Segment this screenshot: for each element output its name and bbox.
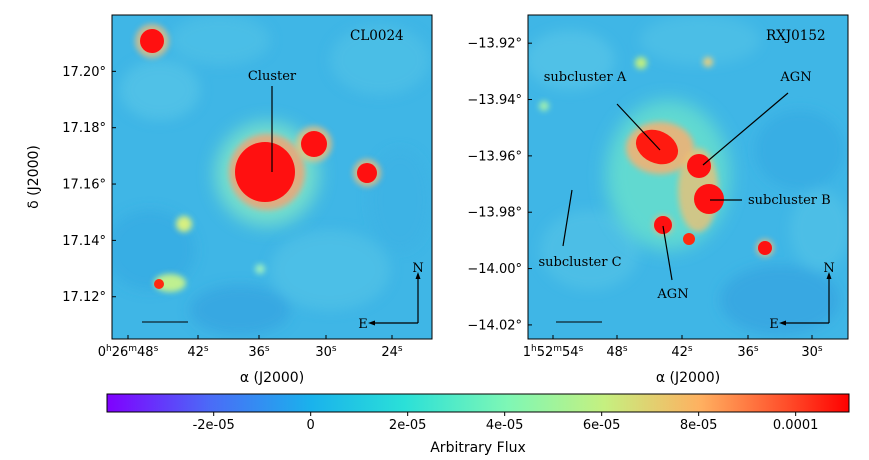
left-x-tick-label: 24s <box>381 344 403 360</box>
right-y-tick-label: −13.96° <box>467 149 522 164</box>
colorbar-tick-label: 6e-05 <box>583 418 621 433</box>
left-x-tick-label: 36s <box>248 344 270 360</box>
cluster-label: Cluster <box>248 69 297 84</box>
left-panel-title: CL0024 <box>350 28 404 44</box>
left-background-noise <box>112 15 430 335</box>
right-x-tick-label: 36s <box>737 344 759 360</box>
right-panel-title: RXJ0152 <box>766 28 826 44</box>
agn-top-label: AGN <box>779 70 811 85</box>
left-compass-north: N <box>412 261 423 276</box>
right-compass-east: E <box>769 317 779 332</box>
colorbar-ticks: -2e-05 0 2e-05 4e-05 6e-05 8e-05 0.0001 <box>193 412 819 433</box>
left-y-axis: 17.20° 17.18° 17.16° 17.14° 17.12° <box>62 65 116 305</box>
right-y-tick-label: −13.98° <box>467 206 522 221</box>
colorbar-tick-label: 4e-05 <box>486 418 524 433</box>
right-compass: N E <box>769 261 834 332</box>
colorbar-gradient <box>107 394 849 412</box>
agn-bottom-pointer <box>662 225 673 281</box>
right-sources <box>539 57 774 257</box>
left-y-axis-label: δ (J2000) <box>26 145 42 209</box>
left-sources <box>135 24 381 292</box>
subcluster-c-label: subcluster C <box>538 255 621 270</box>
subcluster-c-pointer <box>562 189 573 247</box>
right-x-axis: 1h52m54s 48s 42s 36s 30s <box>523 335 823 360</box>
left-y-tick-label: 17.20° <box>62 65 106 80</box>
colorbar: -2e-05 0 2e-05 4e-05 6e-05 8e-05 0.0001 Arbitr… <box>106 393 850 456</box>
left-x-tick-label: 30s <box>315 344 337 360</box>
colorbar-frame <box>106 393 850 413</box>
left-compass: N E <box>358 261 423 332</box>
subcluster-a-label: subcluster A <box>544 70 627 85</box>
left-y-tick-label: 17.16° <box>62 178 106 193</box>
colorbar-tick-label: 0 <box>307 418 315 433</box>
agn-top-pointer <box>702 92 789 166</box>
right-panel: RXJ0152 subcluster A AGN subcluster B su… <box>467 14 849 386</box>
subcluster-b-label: subcluster B <box>748 193 831 208</box>
left-y-tick-label: 17.14° <box>62 234 106 249</box>
subcluster-a-pointer <box>616 103 661 151</box>
right-y-tick-label: −13.92° <box>467 37 522 52</box>
left-y-tick-label: 17.12° <box>62 290 106 305</box>
right-background-noise <box>528 15 848 335</box>
colorbar-tick-label: 2e-05 <box>389 418 427 433</box>
right-heatmap <box>528 15 848 339</box>
right-y-axis: −13.92° −13.94° −13.96° −13.98° −14.00° −14.0… <box>467 37 532 333</box>
colorbar-label: Arbitrary Flux <box>430 440 526 456</box>
colorbar-tick-label: 8e-05 <box>680 418 718 433</box>
right-y-tick-label: −13.94° <box>467 93 522 108</box>
left-heatmap <box>112 15 432 339</box>
right-compass-north: N <box>823 261 834 276</box>
agn-bottom-label: AGN <box>656 287 688 302</box>
colorbar-tick-label: -2e-05 <box>193 418 235 433</box>
left-panel: CL0024 Cluster N E 17.20°17.18°17.16°17.… <box>26 14 433 386</box>
right-x-tick-label: 30s <box>801 344 823 360</box>
right-x-tick-label: 42s <box>671 344 693 360</box>
right-x-tick-label: 48s <box>606 344 628 360</box>
left-compass-east: E <box>358 317 368 332</box>
left-y-tick-label: 17.18° <box>62 121 106 136</box>
right-y-tick-label: −14.00° <box>467 262 522 277</box>
colorbar-tick-label: 0.0001 <box>773 418 819 433</box>
right-x-axis-label: α (J2000) <box>656 370 720 386</box>
left-x-axis: 0h26m48s 42s 36s 30s 24s <box>98 335 403 360</box>
left-x-tick-label: 0h26m48s <box>98 344 159 360</box>
right-y-tick-label: −14.02° <box>467 318 522 333</box>
left-x-axis-label: α (J2000) <box>240 370 304 386</box>
left-x-tick-label: 42s <box>187 344 209 360</box>
right-x-tick-label: 1h52m54s <box>523 344 584 360</box>
